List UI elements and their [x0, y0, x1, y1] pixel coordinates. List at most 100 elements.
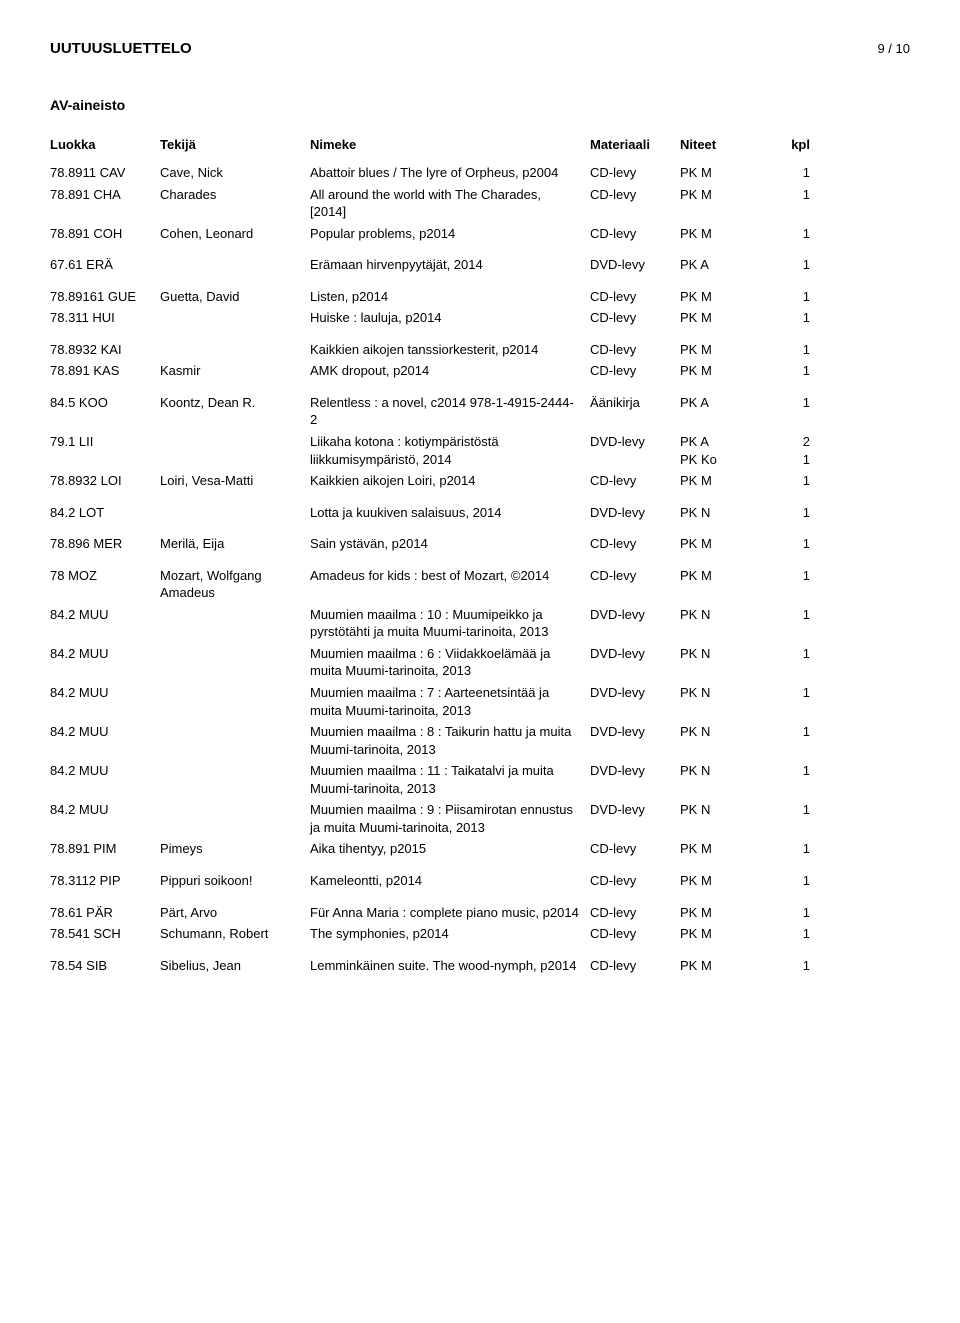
cell-tekija: Merilä, Eija: [160, 535, 310, 553]
table-row: 84.2 LOTLotta ja kuukiven salaisuus, 201…: [50, 504, 910, 522]
col-header-luokka: Luokka: [50, 137, 160, 152]
cell-kpl: 1: [770, 472, 810, 490]
cell-tekija: Pimeys: [160, 840, 310, 858]
cell-kpl: 2 1: [770, 433, 810, 468]
cell-nimeke: Kaikkien aikojen Loiri, p2014: [310, 472, 590, 490]
cell-luokka: 84.2 MUU: [50, 645, 160, 663]
col-header-nimeke: Nimeke: [310, 137, 590, 152]
table-column-headers: Luokka Tekijä Nimeke Materiaali Niteet k…: [50, 137, 910, 152]
cell-nimeke: Muumien maailma : 10 : Muumipeikko ja py…: [310, 606, 590, 641]
cell-niteet: PK N: [680, 606, 770, 624]
cell-kpl: 1: [770, 925, 810, 943]
cell-niteet: PK A: [680, 256, 770, 274]
cell-nimeke: The symphonies, p2014: [310, 925, 590, 943]
table-row: 84.2 MUU Muumien maailma : 6 : Viidakkoel…: [50, 645, 910, 680]
cell-kpl: 1: [770, 288, 810, 306]
cell-niteet: PK M: [680, 535, 770, 553]
cell-luokka: 78.61 PÄR: [50, 904, 160, 922]
cell-tekija: Mozart, Wolfgang Amadeus: [160, 567, 310, 602]
cell-niteet: PK M: [680, 472, 770, 490]
cell-kpl: 1: [770, 256, 810, 274]
cell-materiaali: CD-levy: [590, 164, 680, 182]
cell-luokka: 78.8932 KAI: [50, 341, 160, 359]
cell-luokka: 84.2 MUU: [50, 684, 160, 702]
cell-kpl: 1: [770, 567, 810, 585]
table-row: 78.89161 GUEGuetta, DavidListen, p2014CD…: [50, 288, 910, 306]
cell-nimeke: Huiske : lauluja, p2014: [310, 309, 590, 327]
cell-niteet: PK N: [680, 762, 770, 780]
cell-nimeke: Listen, p2014: [310, 288, 590, 306]
cell-materiaali: CD-levy: [590, 925, 680, 943]
cell-nimeke: All around the world with The Charades, …: [310, 186, 590, 221]
cell-nimeke: Kameleontti, p2014: [310, 872, 590, 890]
cell-nimeke: Für Anna Maria : complete piano music, p…: [310, 904, 590, 922]
table-row: 84.2 MUU Muumien maailma : 7 : Aarteenets…: [50, 684, 910, 719]
cell-materiaali: CD-levy: [590, 288, 680, 306]
cell-niteet: PK M: [680, 840, 770, 858]
cell-luokka: 67.61 ERÄ: [50, 256, 160, 274]
cell-niteet: PK N: [680, 723, 770, 741]
cell-tekija: Guetta, David: [160, 288, 310, 306]
cell-niteet: PK M: [680, 288, 770, 306]
table-row: 67.61 ERÄErämaan hirvenpyytäjät, 2014DVD…: [50, 256, 910, 274]
cell-nimeke: Kaikkien aikojen tanssiorkesterit, p2014: [310, 341, 590, 359]
cell-niteet: PK M: [680, 341, 770, 359]
cell-luokka: 84.2 MUU: [50, 723, 160, 741]
cell-materiaali: CD-levy: [590, 872, 680, 890]
cell-materiaali: CD-levy: [590, 186, 680, 204]
cell-luokka: 78.3112 PIP: [50, 872, 160, 890]
cell-tekija: Cave, Nick: [160, 164, 310, 182]
cell-luokka: 78.891 COH: [50, 225, 160, 243]
cell-nimeke: Muumien maailma : 9 : Piisamirotan ennus…: [310, 801, 590, 836]
table-row: 78.54 SIBSibelius, JeanLemminkäinen suit…: [50, 957, 910, 975]
col-header-tekija: Tekijä: [160, 137, 310, 152]
cell-kpl: 1: [770, 535, 810, 553]
cell-luokka: 84.2 LOT: [50, 504, 160, 522]
cell-materiaali: DVD-levy: [590, 504, 680, 522]
cell-nimeke: Muumien maailma : 8 : Taikurin hattu ja …: [310, 723, 590, 758]
cell-niteet: PK M: [680, 225, 770, 243]
cell-niteet: PK M: [680, 957, 770, 975]
cell-nimeke: Muumien maailma : 11 : Taikatalvi ja mui…: [310, 762, 590, 797]
cell-niteet: PK N: [680, 645, 770, 663]
cell-tekija: Charades: [160, 186, 310, 204]
cell-nimeke: AMK dropout, p2014: [310, 362, 590, 380]
doc-title: UUTUUSLUETTELO: [50, 40, 192, 57]
cell-materiaali: CD-levy: [590, 225, 680, 243]
table-row: 78.61 PÄRPärt, ArvoFür Anna Maria : comp…: [50, 904, 910, 922]
table-body: 78.8911 CAVCave, NickAbattoir blues / Th…: [50, 164, 910, 974]
cell-kpl: 1: [770, 684, 810, 702]
table-row: 84.2 MUUMuumien maailma : 10 : Muumipeik…: [50, 606, 910, 641]
cell-nimeke: Amadeus for kids : best of Mozart, ©2014: [310, 567, 590, 585]
cell-nimeke: Sain ystävän, p2014: [310, 535, 590, 553]
table-row: 84.5 KOOKoontz, Dean R.Relentless : a no…: [50, 394, 910, 429]
cell-nimeke: Liikaha kotona : kotiympäristöstä liikku…: [310, 433, 590, 468]
cell-nimeke: Muumien maailma : 6 : Viidakkoelämää ja …: [310, 645, 590, 680]
cell-kpl: 1: [770, 904, 810, 922]
cell-luokka: 78.89161 GUE: [50, 288, 160, 306]
cell-niteet: PK M: [680, 872, 770, 890]
cell-nimeke: Erämaan hirvenpyytäjät, 2014: [310, 256, 590, 274]
cell-materiaali: DVD-levy: [590, 433, 680, 451]
table-row: 78.311 HUIHuiske : lauluja, p2014CD-levy…: [50, 309, 910, 327]
cell-materiaali: CD-levy: [590, 309, 680, 327]
table-row: 78.891 CHACharadesAll around the world w…: [50, 186, 910, 221]
cell-materiaali: CD-levy: [590, 567, 680, 585]
cell-materiaali: CD-levy: [590, 472, 680, 490]
cell-nimeke: Muumien maailma : 7 : Aarteenetsintää ja…: [310, 684, 590, 719]
col-header-kpl: kpl: [770, 137, 810, 152]
cell-tekija: Schumann, Robert: [160, 925, 310, 943]
cell-kpl: 1: [770, 186, 810, 204]
table-row: 84.2 MUU Muumien maailma : 8 : Taikurin h…: [50, 723, 910, 758]
cell-materiaali: DVD-levy: [590, 606, 680, 624]
cell-tekija: Sibelius, Jean: [160, 957, 310, 975]
cell-niteet: PK M: [680, 309, 770, 327]
cell-niteet: PK M: [680, 567, 770, 585]
cell-luokka: 78.896 MER: [50, 535, 160, 553]
cell-tekija: Koontz, Dean R.: [160, 394, 310, 412]
cell-luokka: 84.5 KOO: [50, 394, 160, 412]
cell-luokka: 78.891 CHA: [50, 186, 160, 204]
cell-kpl: 1: [770, 723, 810, 741]
cell-materiaali: DVD-levy: [590, 801, 680, 819]
table-row: 78.891 KASKasmirAMK dropout, p2014CD-lev…: [50, 362, 910, 380]
